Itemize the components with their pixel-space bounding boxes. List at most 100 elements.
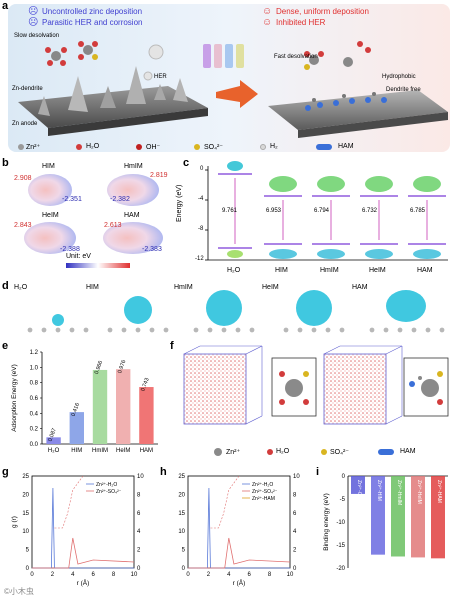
bar-2	[92, 369, 108, 444]
x-tick-label: 6	[248, 572, 252, 578]
charge-density-h2o	[52, 314, 64, 326]
esp-hmim	[107, 174, 159, 206]
y2-tick-label: 8	[293, 492, 297, 498]
coordination-curve	[210, 475, 240, 529]
binding-energy-chart: 0 -5 -10 -15 -20 Zn²⁺-OH Zn²⁺-HIM Zn²⁺-HmIM Zn²⁺…	[323, 474, 448, 572]
bar-3	[411, 476, 425, 558]
bar-0	[351, 476, 365, 494]
y-axis-label: Adsorption Energy (eV)	[11, 364, 18, 432]
y-tick-label: 20	[22, 492, 29, 498]
esp-name-heim: HeIM	[42, 212, 59, 219]
x-tick-label: 10	[131, 572, 138, 578]
legend-label: Zn²⁺-HAM	[252, 496, 275, 502]
bar-value-label: 0.976	[117, 359, 127, 374]
x-axis-label: r (Å)	[77, 578, 90, 587]
gap-ham: 6.785	[410, 208, 426, 214]
y-tick-label: 20	[178, 492, 185, 498]
panel-f-legend-so4: SO₄²⁻	[330, 449, 349, 456]
panel-d-label-heim: HeIM	[262, 284, 279, 291]
panel-a-legend: Zn²⁺ H₂O OH⁻ SO₄²⁻ H₂ HAM	[16, 143, 446, 153]
panel-label-d: d	[2, 280, 9, 292]
y-tick-label: 5	[182, 548, 186, 554]
charge-density-him	[124, 296, 152, 324]
benefit-inhibited-her: Inhibited HER	[276, 18, 326, 27]
label-fast-desolvation: Fast desolvation	[274, 54, 318, 60]
bar-2	[391, 476, 405, 557]
x-axis-label: r (Å)	[233, 578, 246, 587]
x-tick-label: 10	[287, 572, 294, 578]
sulfate-icon	[194, 144, 200, 150]
bar-category-label: Zn²⁺-HeIM	[416, 480, 422, 504]
bar-3	[116, 369, 131, 444]
panel-label-h: h	[160, 466, 167, 478]
adsorption-energy-chart: 0.0 0.2 0.4 0.6 0.8 1.0 1.2 0.087 H₂O 0.416 HIM 0.9…	[11, 350, 158, 454]
legend-oh: OH⁻	[146, 144, 161, 151]
esp-neg-hmim: -2.382	[110, 196, 130, 203]
y-tick-label: 0.0	[30, 442, 39, 448]
y-tick-label: 5	[26, 548, 30, 554]
y-axis-label: g (r)	[11, 516, 18, 528]
panel-f-legend-icons	[214, 448, 394, 456]
y-tick-label: 0.6	[30, 396, 39, 402]
panel-c-xlabel-heim: HeIM	[369, 267, 386, 274]
y2-tick-label: 4	[137, 529, 141, 535]
esp-pos-him: 2.908	[14, 175, 32, 182]
panel-c-ytick: -12	[195, 256, 204, 262]
label-hydrophobic: Hydrophobic	[382, 74, 416, 80]
x-tick-label: 8	[268, 572, 272, 578]
label-her: HER	[154, 74, 167, 80]
zn-dendrite	[68, 76, 88, 112]
y-tick-label: 1.0	[30, 365, 39, 371]
x-tick-label: 8	[112, 572, 116, 578]
bar-value-label: 0.966	[94, 360, 104, 375]
bar-value-label: 0.416	[71, 402, 81, 417]
sad-face-icon: ☹	[28, 17, 39, 28]
y-tick-label: 1.2	[30, 350, 39, 356]
x-tick-label: 4	[71, 572, 75, 578]
charge-density-heim	[296, 290, 332, 326]
zn-ion	[285, 379, 303, 397]
label-dendrite-free: Dendrite free	[386, 87, 421, 93]
panel-label-a: a	[2, 0, 9, 12]
charge-density-hmim	[206, 290, 242, 326]
panel-a-illustration	[8, 4, 450, 152]
y-tick-label: 0	[342, 474, 346, 480]
hydrated-zn-cluster	[78, 41, 98, 60]
y2-tick-label: 2	[137, 548, 141, 554]
y-tick-label: -20	[336, 566, 345, 572]
label-zn-anode: Zn anode	[12, 121, 38, 127]
panel-f-legend-h2o: H₂O	[276, 448, 290, 455]
hydrated-zn-cluster	[304, 51, 324, 70]
panel-c-ytick: -8	[198, 226, 204, 232]
y2-tick-label: 0	[137, 566, 141, 572]
panel-c-ylabel: Energy (eV)	[176, 184, 183, 222]
panel-label-f: f	[170, 340, 174, 352]
orbital-levels	[218, 173, 446, 249]
legend-zn: Zn²⁺	[26, 144, 41, 151]
panel-label-c: c	[183, 157, 190, 169]
issue-parasitic-her: Parasitic HER and corrosion	[42, 18, 143, 27]
y-tick-label: 0.4	[30, 411, 39, 417]
y-tick-label: 0.8	[30, 381, 39, 387]
esp-ham	[103, 222, 163, 254]
smile-face-icon: ☺	[262, 6, 273, 17]
y2-tick-label: 10	[137, 474, 144, 480]
x-tick-label: 6	[92, 572, 96, 578]
h2-icon	[260, 144, 266, 150]
esp-colorbar	[66, 263, 130, 268]
charge-density-ham	[386, 290, 426, 322]
panel-d-adsorption-configs	[10, 284, 452, 338]
panel-d-label-ham: HAM	[352, 284, 368, 291]
panel-c-ytick: 0	[200, 166, 204, 172]
panel-c-xlabel-ham: HAM	[417, 267, 433, 274]
y-axis-label: Binding energy (eV)	[323, 493, 330, 550]
panel-d-label-h2o: H₂O	[14, 284, 28, 291]
watermark: ©小木虫	[4, 587, 34, 596]
x-tick-label: 2	[207, 572, 211, 578]
y2-tick-label: 4	[293, 529, 297, 535]
bar-4	[431, 476, 445, 559]
gap-hmim: 6.794	[314, 208, 330, 214]
esp-unit-label: Unit: eV	[66, 253, 91, 260]
y-tick-label: 10	[22, 529, 29, 535]
rdf-curve-so4	[188, 537, 291, 569]
